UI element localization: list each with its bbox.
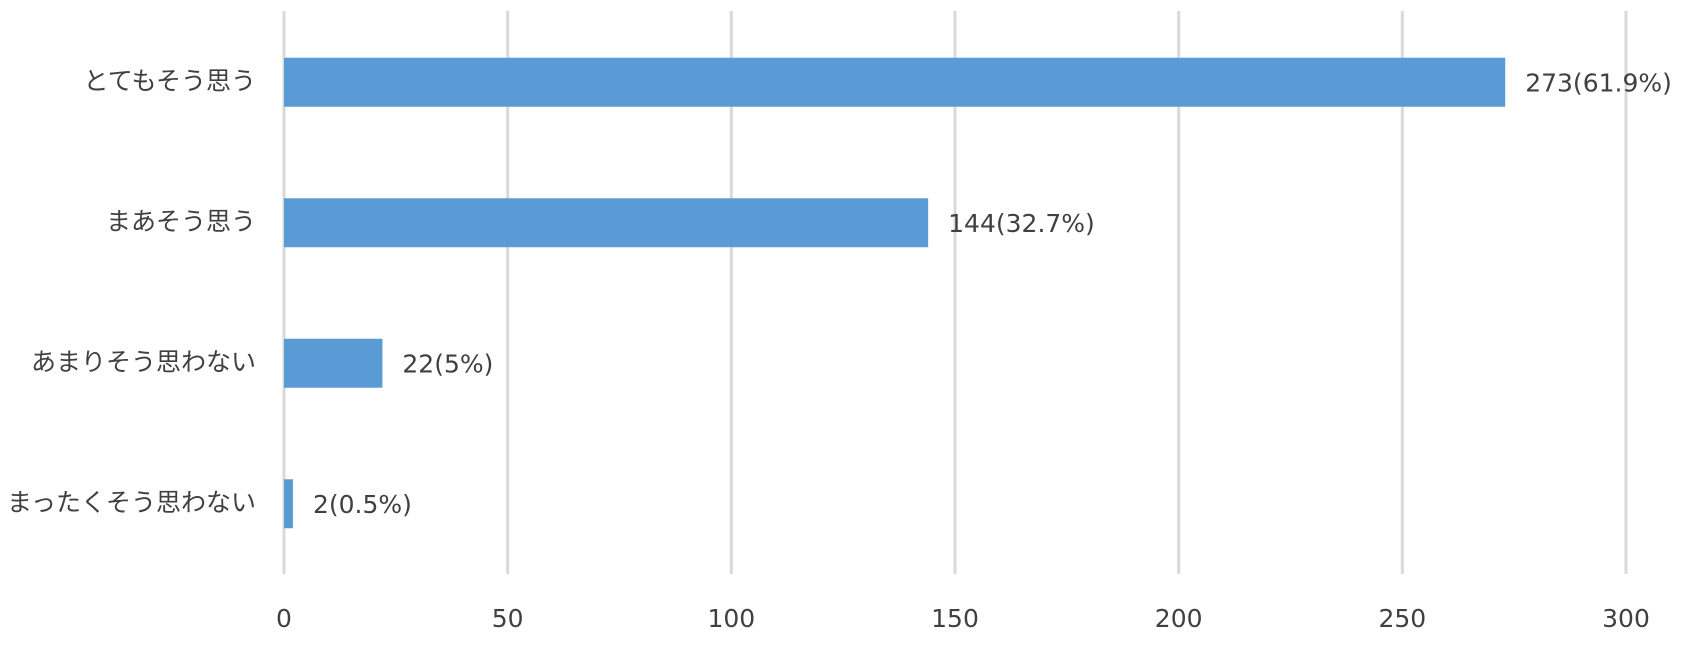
- x-tick-label: 100: [707, 604, 755, 633]
- data-label: 144(32.7%): [948, 209, 1095, 238]
- bar: [284, 198, 929, 248]
- y-tick-label: まったくそう思わない: [7, 488, 256, 517]
- bar: [284, 338, 383, 388]
- y-tick-label: まあそう思う: [106, 207, 256, 236]
- x-tick-label: 50: [492, 604, 524, 633]
- bar: [284, 57, 1506, 107]
- x-tick-label: 0: [276, 604, 292, 633]
- bar: [284, 479, 293, 529]
- x-tick-label: 250: [1378, 604, 1426, 633]
- data-label: 22(5%): [402, 349, 493, 378]
- y-tick-label: あまりそう思わない: [31, 347, 256, 376]
- y-tick-label: とてもそう思う: [83, 66, 256, 95]
- data-label: 273(61.9%): [1525, 68, 1672, 97]
- data-label: 2(0.5%): [313, 490, 412, 519]
- x-tick-label: 200: [1155, 604, 1203, 633]
- x-tick-label: 150: [931, 604, 979, 633]
- x-tick-label: 300: [1602, 604, 1650, 633]
